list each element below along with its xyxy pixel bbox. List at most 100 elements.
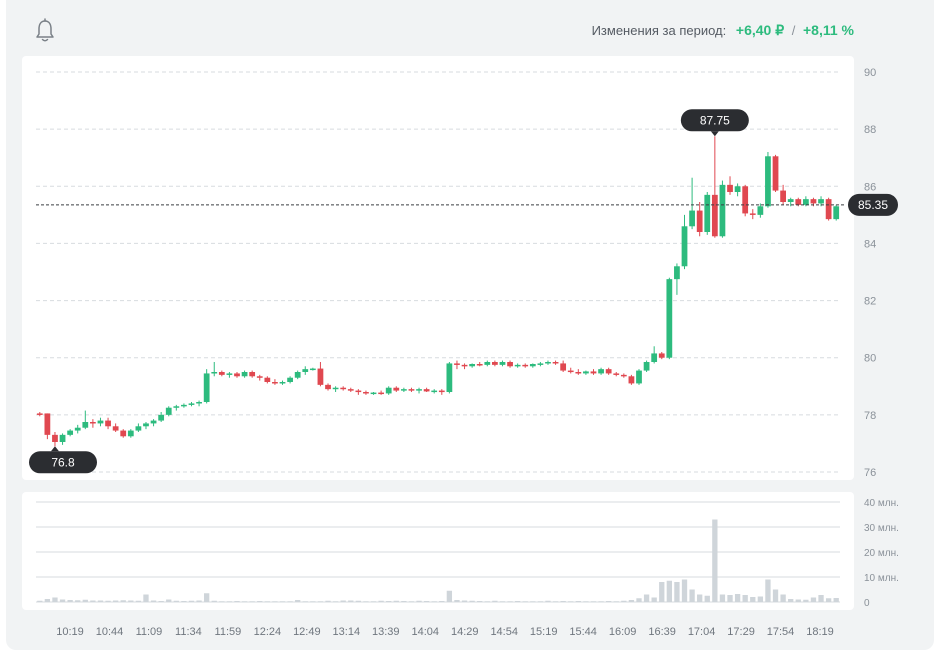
candle-down[interactable] xyxy=(234,373,240,377)
volume-bar[interactable] xyxy=(537,601,544,603)
volume-bar[interactable] xyxy=(742,595,748,602)
volume-bar[interactable] xyxy=(264,601,270,603)
candle-up[interactable] xyxy=(765,156,771,207)
volume-bar[interactable] xyxy=(120,600,126,602)
volume-bar[interactable] xyxy=(279,601,286,603)
candle-up[interactable] xyxy=(97,420,104,424)
candle-down[interactable] xyxy=(52,434,58,442)
volume-bar[interactable] xyxy=(378,600,384,602)
volume-bar[interactable] xyxy=(97,600,104,603)
candle-up[interactable] xyxy=(787,199,794,202)
volume-bar[interactable] xyxy=(431,601,437,603)
candle-down[interactable] xyxy=(780,190,786,202)
volume-bar[interactable] xyxy=(522,601,528,603)
candle-up[interactable] xyxy=(203,373,210,402)
candle-up[interactable] xyxy=(370,392,377,395)
candle-up[interactable] xyxy=(833,206,840,220)
volume-bar[interactable] xyxy=(530,601,536,603)
candle-down[interactable] xyxy=(696,210,703,232)
candle-up[interactable] xyxy=(279,382,286,384)
candle-up[interactable] xyxy=(643,362,650,371)
volume-bar[interactable] xyxy=(67,600,73,602)
volume-bar[interactable] xyxy=(575,601,581,602)
candle-down[interactable] xyxy=(325,384,331,390)
candle-up[interactable] xyxy=(514,364,521,367)
candle-up[interactable] xyxy=(719,184,726,237)
candle-up[interactable] xyxy=(704,194,711,232)
bell-icon[interactable] xyxy=(34,18,56,44)
candle-up[interactable] xyxy=(598,369,604,374)
candle-down[interactable] xyxy=(454,363,460,365)
candle-down[interactable] xyxy=(575,372,582,374)
volume-bar[interactable] xyxy=(332,601,339,603)
volume-bar[interactable] xyxy=(613,601,619,603)
volume-bar[interactable] xyxy=(166,599,172,603)
volume-bar[interactable] xyxy=(568,601,574,603)
candle-up[interactable] xyxy=(666,279,673,358)
candle-down[interactable] xyxy=(112,426,119,431)
candle-down[interactable] xyxy=(711,194,718,237)
candle-up[interactable] xyxy=(469,364,476,367)
volume-bar[interactable] xyxy=(621,600,627,602)
candle-down[interactable] xyxy=(272,382,278,384)
candle-up[interactable] xyxy=(67,430,74,435)
candle-up[interactable] xyxy=(332,387,339,390)
volume-bar[interactable] xyxy=(461,600,468,603)
volume-bar[interactable] xyxy=(643,594,650,603)
volume-bar[interactable] xyxy=(514,601,521,602)
volume-bar[interactable] xyxy=(90,600,96,603)
volume-bar[interactable] xyxy=(241,601,248,603)
volume-bar[interactable] xyxy=(606,601,612,602)
candle-down[interactable] xyxy=(423,389,430,392)
volume-bar[interactable] xyxy=(507,601,513,603)
volume-bar[interactable] xyxy=(219,601,225,603)
volume-bar[interactable] xyxy=(105,600,111,602)
volume-bar[interactable] xyxy=(59,599,66,603)
candle-down[interactable] xyxy=(393,387,400,391)
candle-up[interactable] xyxy=(196,402,202,404)
candle-up[interactable] xyxy=(537,363,544,365)
candle-down[interactable] xyxy=(105,420,111,427)
volume-bar[interactable] xyxy=(348,600,354,603)
candle-up[interactable] xyxy=(287,377,293,382)
volume-bar[interactable] xyxy=(37,600,43,602)
candle-down[interactable] xyxy=(378,392,384,395)
candle-up[interactable] xyxy=(681,226,688,267)
volume-bar[interactable] xyxy=(772,589,779,603)
candle-down[interactable] xyxy=(347,389,354,391)
candlestick-chart[interactable]: 76 78 80 82 84 86 88 90 0 10 млн. 20 млн. 30 млн. 40… xyxy=(6,0,934,650)
candle-up[interactable] xyxy=(674,266,680,280)
volume-bar[interactable] xyxy=(780,594,786,603)
candle-down[interactable] xyxy=(742,186,749,214)
volume-bar[interactable] xyxy=(439,601,445,602)
volume-bar[interactable] xyxy=(52,597,58,603)
candle-up[interactable] xyxy=(385,387,392,394)
candle-down[interactable] xyxy=(560,363,567,371)
candle-up[interactable] xyxy=(211,372,218,374)
volume-bar[interactable] xyxy=(628,600,635,602)
candle-down[interactable] xyxy=(552,362,559,364)
candle-up[interactable] xyxy=(689,210,695,227)
candle-up[interactable] xyxy=(127,430,134,437)
candle-down[interactable] xyxy=(264,377,271,382)
volume-bar[interactable] xyxy=(689,589,695,603)
candle-up[interactable] xyxy=(302,369,309,372)
volume-bar[interactable] xyxy=(211,600,217,602)
candle-up[interactable] xyxy=(82,422,89,428)
volume-bar[interactable] xyxy=(818,595,824,602)
volume-bar[interactable] xyxy=(583,601,589,603)
volume-bar[interactable] xyxy=(158,601,164,602)
candle-down[interactable] xyxy=(628,376,635,384)
candle-down[interactable] xyxy=(810,199,817,204)
volume-bar[interactable] xyxy=(552,601,559,603)
volume-bar[interactable] xyxy=(681,579,688,603)
volume-bar[interactable] xyxy=(44,599,51,602)
volume-bar[interactable] xyxy=(325,600,331,602)
candle-up[interactable] xyxy=(499,362,506,365)
candle-down[interactable] xyxy=(590,371,597,374)
volume-bar[interactable] xyxy=(560,601,566,602)
volume-bar[interactable] xyxy=(150,600,157,603)
volume-bar[interactable] xyxy=(469,600,475,602)
volume-bar[interactable] xyxy=(257,601,263,602)
volume-bar[interactable] xyxy=(340,600,346,603)
